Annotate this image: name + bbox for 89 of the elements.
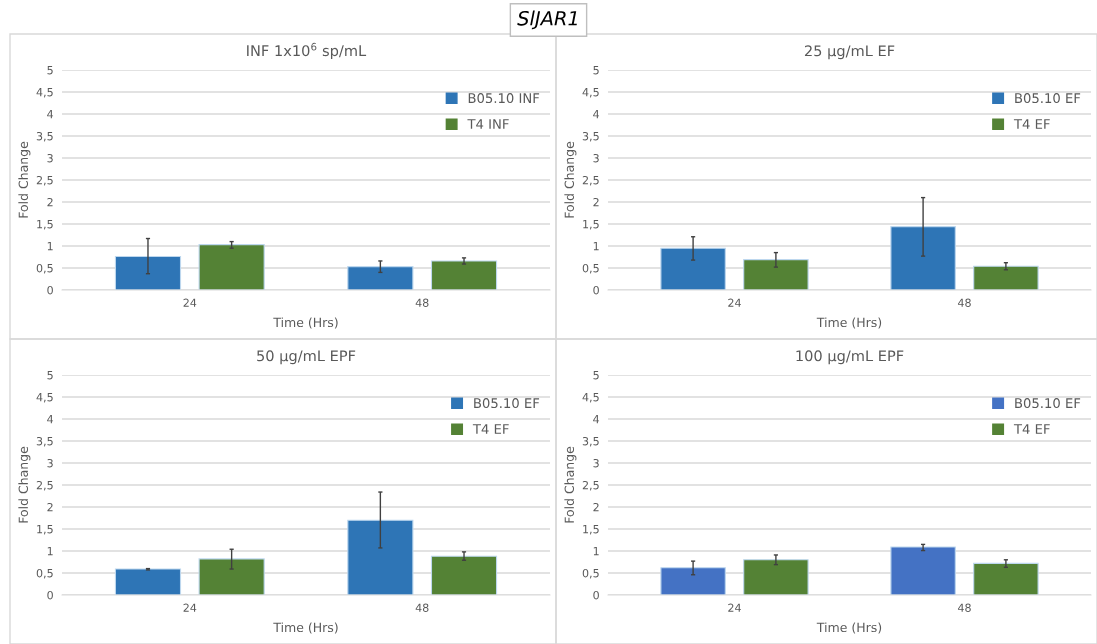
y-tick-label: 1	[47, 547, 53, 556]
y-tick-label: 2,5	[36, 175, 53, 186]
y-tick-label: 4	[47, 110, 54, 119]
bar	[660, 247, 726, 290]
y-tick-label: 1	[593, 547, 599, 556]
bar	[743, 259, 809, 290]
y-tick-label: 3,5	[36, 436, 53, 447]
bar	[660, 567, 726, 595]
y-tick-label: 0,5	[582, 263, 599, 274]
y-tick-label: 4	[593, 415, 600, 424]
y-tick-label: 4,5	[36, 393, 53, 403]
y-tick-label: 5	[593, 66, 599, 75]
bar	[114, 256, 182, 290]
chart-title: 100 µg/mL EPF	[796, 350, 904, 365]
y-tick-label: 1,5	[37, 525, 53, 535]
y-tick-label: 0,5	[36, 263, 53, 274]
y-tick-label: 2	[47, 502, 53, 512]
legend-label: T4 EF	[1013, 119, 1050, 129]
bar	[890, 226, 956, 290]
x-tick-label: 48	[957, 298, 971, 307]
y-tick-label: 0,5	[582, 568, 599, 579]
y-tick-label: 0,5	[36, 568, 53, 579]
bar	[743, 559, 809, 595]
x-tick-label: 24	[183, 603, 197, 612]
y-tick-label: 2	[47, 197, 53, 207]
text: SlJAR1	[517, 10, 577, 30]
bar	[347, 266, 414, 290]
legend-label: T4 EF	[472, 424, 509, 434]
y-axis-title: Fold Change	[564, 141, 577, 218]
bar	[973, 562, 1039, 595]
y-tick-label: 3,5	[582, 436, 599, 447]
x-axis-title: Time (Hrs)	[816, 622, 882, 634]
x-tick-label: 48	[415, 603, 429, 612]
y-tick-label: 1,5	[583, 525, 599, 535]
y-tick-label: 3	[47, 458, 53, 468]
y-tick-label: 2,5	[36, 480, 53, 491]
bar	[890, 546, 956, 595]
y-tick-label: 5	[47, 371, 53, 380]
y-tick-label: 3	[593, 153, 599, 163]
x-tick-label: 24	[728, 603, 741, 612]
y-tick-label: 1,5	[583, 220, 599, 230]
x-axis-title: Time (Hrs)	[273, 317, 338, 329]
y-axis-title: Fold Change	[18, 446, 31, 523]
legend-label: B05.10 EF	[474, 398, 540, 409]
legend-label: B05.10 EF	[1015, 398, 1081, 409]
y-tick-label: 2	[593, 197, 599, 207]
bar	[430, 260, 498, 290]
x-axis-title: Time (Hrs)	[273, 622, 338, 634]
y-tick-label: 2,5	[582, 175, 599, 186]
x-tick-label: 48	[957, 603, 971, 612]
y-tick-label: 4	[47, 415, 54, 424]
bar	[198, 558, 265, 595]
y-axis-title: Fold Change	[564, 446, 577, 523]
y-tick-label: 3,5	[582, 131, 599, 142]
y-tick-label: 3,5	[36, 131, 53, 142]
y-tick-label: 4,5	[582, 393, 599, 403]
y-tick-label: 4,5	[582, 88, 599, 98]
bar	[347, 519, 414, 595]
y-axis-title: Fold Change	[18, 141, 31, 218]
y-tick-label: 1	[47, 242, 53, 251]
y-tick-label: 4,5	[36, 88, 53, 98]
legend-label: B05.10 EF	[1015, 93, 1081, 104]
chart-title: 50 µg/mL EPF	[257, 350, 356, 365]
x-tick-label: 24	[183, 298, 197, 307]
legend-label: B05.10 INF	[468, 93, 540, 104]
legend-label: T4 INF	[467, 119, 509, 129]
y-tick-label: 5	[47, 66, 53, 75]
chart-title: 25 µg/mL EF	[804, 45, 895, 60]
y-tick-label: 1	[593, 242, 599, 251]
y-tick-label: 0	[47, 285, 53, 295]
y-tick-label: 0	[47, 590, 53, 600]
y-tick-label: 0	[593, 590, 599, 600]
bar	[114, 568, 182, 595]
x-axis-title: Time (Hrs)	[816, 317, 882, 329]
legend-label: T4 EF	[1013, 424, 1050, 434]
y-tick-label: 0	[593, 285, 599, 295]
y-tick-label: 4	[593, 110, 600, 119]
y-tick-label: 3	[593, 458, 599, 468]
x-tick-label: 48	[415, 298, 429, 307]
y-tick-label: 2	[593, 502, 599, 512]
bar	[973, 265, 1039, 290]
bar	[198, 244, 265, 290]
chart-title: INF 1x10$^{6}$ sp/mL	[247, 42, 367, 60]
y-tick-label: 5	[593, 371, 599, 380]
bar	[430, 555, 498, 595]
y-tick-label: 3	[47, 153, 53, 163]
y-tick-label: 2,5	[582, 480, 599, 491]
x-tick-label: 24	[728, 298, 741, 307]
y-tick-label: 1,5	[37, 220, 53, 230]
